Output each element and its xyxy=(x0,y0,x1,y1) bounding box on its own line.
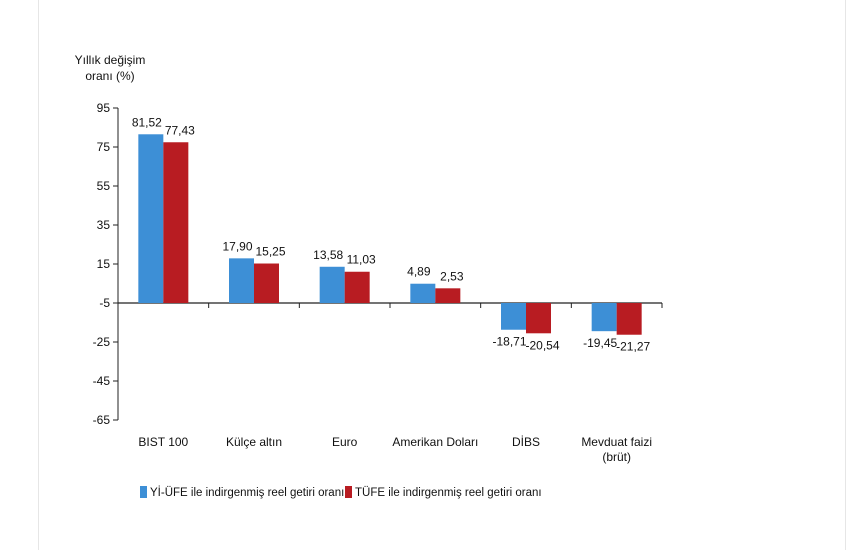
data-label: 11,03 xyxy=(347,253,376,267)
x-tick-label: Külçe altın xyxy=(226,435,282,449)
y-axis-label-line: Yıllık değişim xyxy=(75,53,146,67)
x-tick-label-line: (brüt) xyxy=(602,450,631,464)
y-tick-label: 55 xyxy=(97,179,111,193)
category-labels: BIST 100 Külçe altın Euro Amerikan Doları Dİ… xyxy=(138,435,652,464)
left-frame-line xyxy=(38,0,39,550)
y-axis-label-line: oranı (%) xyxy=(85,69,134,83)
x-tick-label: Euro xyxy=(332,435,358,449)
y-tick-label: -45 xyxy=(93,374,111,388)
data-label: 77,43 xyxy=(165,123,195,137)
x-tick-label-line: Mevduat faizi xyxy=(581,435,652,449)
y-tick-label: -5 xyxy=(99,296,110,310)
data-label: 81,52 xyxy=(132,115,162,129)
data-label: 15,25 xyxy=(255,245,285,259)
legend-entry: TÜFE ile indirgenmiş reel getiri oranı xyxy=(355,487,542,499)
bar-yi-ufe xyxy=(410,283,436,303)
bar-tufe xyxy=(526,303,551,334)
bars xyxy=(138,134,642,335)
legend: Yİ-ÜFE ile indirgenmiş reel getiri oranı… xyxy=(140,486,542,499)
legend-entry: Yİ-ÜFE ile indirgenmiş reel getiri oranı xyxy=(150,486,344,499)
y-tick-label: -65 xyxy=(93,413,111,427)
y-tick-label: 15 xyxy=(97,257,111,271)
y-tick-label: 75 xyxy=(97,140,111,154)
x-tick-label-line: Külçe altın xyxy=(226,435,282,449)
bar-tufe xyxy=(435,288,461,303)
bar-yi-ufe xyxy=(229,258,254,303)
x-tick-label-line: DİBS xyxy=(512,435,540,449)
bar-yi-ufe xyxy=(591,303,617,332)
x-tick-label-line: BIST 100 xyxy=(138,435,188,449)
y-tick-label: 35 xyxy=(97,218,111,232)
bar-tufe xyxy=(616,303,642,335)
bar-yi-ufe xyxy=(501,303,526,330)
right-frame-line xyxy=(845,0,846,550)
x-tick-label: Amerikan Doları xyxy=(392,435,478,449)
legend-swatch xyxy=(140,486,147,498)
data-label: -20,54 xyxy=(525,338,559,352)
bar-yi-ufe xyxy=(138,134,164,303)
data-label: 4,89 xyxy=(407,265,431,279)
y-tick-label: -25 xyxy=(93,335,111,349)
data-label: 17,90 xyxy=(222,239,252,253)
y-tick-label: 95 xyxy=(97,101,111,115)
bar-yi-ufe xyxy=(319,266,345,303)
data-label: 13,58 xyxy=(313,248,343,262)
x-tick-label: BIST 100 xyxy=(138,435,188,449)
legend-swatch xyxy=(345,486,352,498)
x-tick-label-line: Euro xyxy=(332,435,358,449)
bar-tufe xyxy=(254,263,279,303)
bar-tufe xyxy=(163,142,189,303)
y-axis-label: Yıllık değişim oranı (%) xyxy=(75,53,146,83)
x-tick-label: DİBS xyxy=(512,435,540,449)
data-label: -18,71 xyxy=(492,335,526,349)
axes: 95 75 55 35 15 -5 -25 -45 -65 xyxy=(93,101,663,427)
x-tick-label-line: Amerikan Doları xyxy=(392,435,478,449)
x-tick-label: Mevduat faizi (brüt) xyxy=(581,435,652,464)
data-label: -19,45 xyxy=(583,336,617,350)
data-label: 2,53 xyxy=(440,269,464,283)
data-label: -21,27 xyxy=(616,340,650,354)
bar-tufe xyxy=(344,271,370,303)
